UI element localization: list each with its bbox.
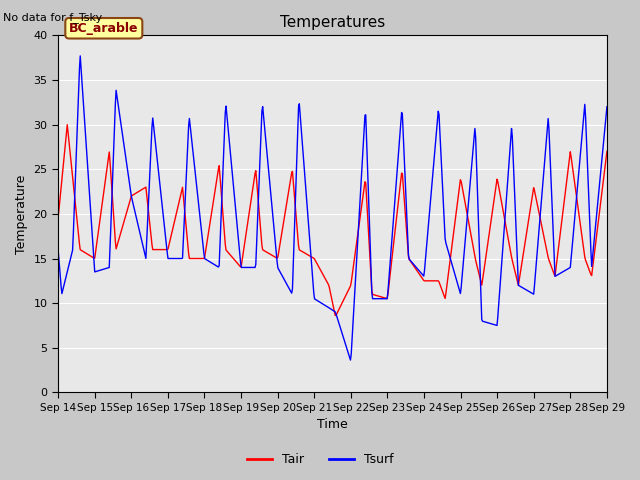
Tair	[417, 273, 424, 279]
Tair	[54, 216, 62, 221]
Tair	[65, 137, 72, 143]
Tair	[206, 220, 214, 226]
Tair	[177, 191, 185, 196]
Tair	[63, 122, 71, 128]
Tsurf	[401, 164, 408, 170]
Tair	[603, 148, 611, 154]
Tsurf	[177, 256, 185, 262]
Y-axis label: Temperature: Temperature	[15, 174, 28, 253]
Tsurf	[206, 259, 214, 265]
Line: Tair: Tair	[58, 125, 607, 315]
Legend: Tair, Tsurf: Tair, Tsurf	[242, 448, 398, 471]
Tsurf	[64, 266, 72, 272]
Line: Tsurf: Tsurf	[58, 56, 607, 360]
Tsurf	[347, 357, 355, 363]
Tair	[122, 214, 129, 220]
Tair	[401, 202, 408, 207]
X-axis label: Time: Time	[317, 419, 348, 432]
Tsurf	[417, 270, 424, 276]
Text: BC_arable: BC_arable	[69, 22, 139, 35]
Tair	[332, 312, 340, 318]
Tsurf	[54, 247, 62, 252]
Title: Temperatures: Temperatures	[280, 15, 385, 30]
Text: No data for f_Tsky: No data for f_Tsky	[3, 12, 102, 23]
Tsurf	[603, 104, 611, 109]
Tsurf	[76, 53, 84, 59]
Tsurf	[122, 151, 129, 157]
